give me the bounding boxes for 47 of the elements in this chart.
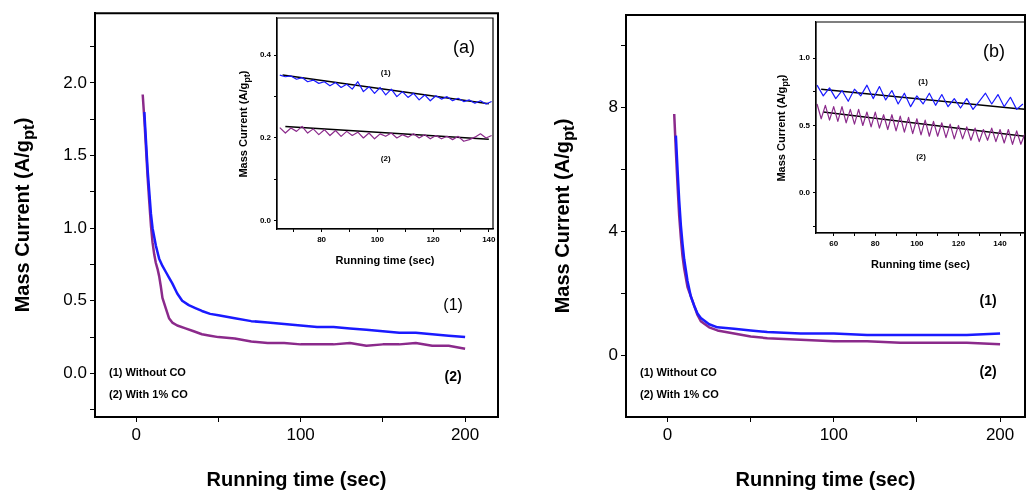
x-tick-label: 100 xyxy=(370,235,385,244)
annotation: (b) xyxy=(983,40,1005,61)
y-tick-label: 8 xyxy=(608,97,618,117)
series-label: (1) xyxy=(380,68,391,78)
x-tick-label: 200 xyxy=(450,424,480,444)
y-tick-label: 4 xyxy=(608,221,618,241)
series-label: (2) xyxy=(444,367,462,384)
annotation: (2) With 1% CO xyxy=(640,388,720,401)
x-tick-label: 140 xyxy=(482,235,497,244)
series-label: (1) xyxy=(918,77,929,87)
x-tick-label: 140 xyxy=(993,239,1008,248)
x-tick-label: 200 xyxy=(985,424,1015,444)
x-tick-label: 60 xyxy=(829,239,839,248)
x-tick-label: 120 xyxy=(426,235,441,244)
y-tick-label: 0.0 xyxy=(798,187,811,197)
x-axis-title: Running time (sec) xyxy=(206,467,387,490)
y-tick-label: 0.0 xyxy=(259,215,272,225)
x-tick-label: 80 xyxy=(317,235,327,244)
series-label: (1) xyxy=(979,292,997,309)
x-tick-label: 0 xyxy=(131,424,141,444)
x-tick-label: 100 xyxy=(286,424,315,444)
x-tick-label: 80 xyxy=(870,239,881,248)
y-tick-label: 2.0 xyxy=(63,72,87,92)
annotation: (1) Without CO xyxy=(109,366,187,379)
y-tick-label: 1.0 xyxy=(798,53,811,63)
y-tick-label: 1.5 xyxy=(63,145,87,165)
y-tick-label: 0.5 xyxy=(798,120,811,130)
y-tick-label: 0.2 xyxy=(259,133,272,143)
x-axis-title: Running time (sec) xyxy=(335,254,435,267)
y-tick-label: 0.4 xyxy=(259,50,272,60)
series-label: (1) xyxy=(443,295,463,313)
y-tick-label: 1.0 xyxy=(63,217,87,237)
x-tick-label: 0 xyxy=(662,424,673,444)
x-tick-label: 100 xyxy=(819,424,848,444)
text: (2) xyxy=(916,152,927,162)
series-label: (2) xyxy=(380,153,391,163)
series-label: (2) xyxy=(979,363,997,380)
x-tick-label: 100 xyxy=(910,239,925,248)
y-tick-label: 0 xyxy=(608,344,618,364)
annotation: (2) With 1% CO xyxy=(109,388,189,401)
y-tick-label: 0.0 xyxy=(63,363,87,383)
annotation: (a) xyxy=(453,36,475,57)
x-axis-title: Running time (sec) xyxy=(870,258,971,271)
x-tick-label: 120 xyxy=(951,239,966,248)
annotation: (1) Without CO xyxy=(640,366,718,379)
x-axis-title: Running time (sec) xyxy=(735,467,916,490)
y-tick-label: 0.5 xyxy=(63,290,87,310)
